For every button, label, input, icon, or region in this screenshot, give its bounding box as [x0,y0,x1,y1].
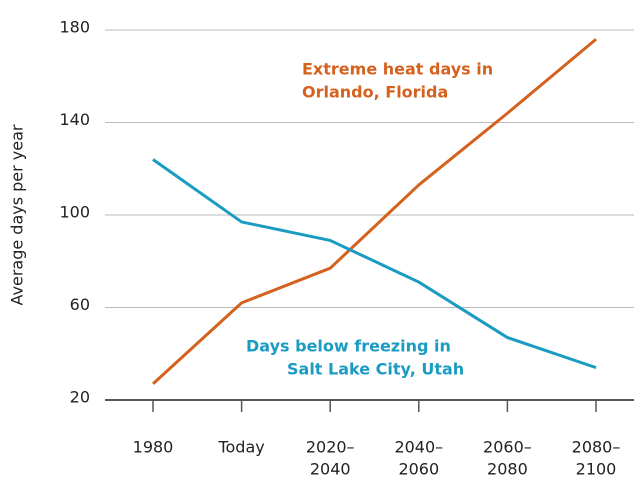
series-line [152,158,597,370]
x-tick-label: 2100 [576,460,617,479]
x-tick-label: 2040 [310,460,351,479]
y-axis-label: Average days per year [8,124,27,305]
x-tick-label: 2080 [487,460,528,479]
series-line [151,38,597,385]
y-tick-label: 20 [70,388,90,407]
series-annotation: Extreme heat days in [302,60,493,79]
y-tick-label: 100 [59,203,90,222]
series-annotation: Salt Lake City, Utah [287,360,464,379]
series-annotation: Orlando, Florida [302,83,448,102]
x-tick-label: 2040– [394,438,443,457]
x-tick-label: 1980 [133,438,174,457]
y-tick-label: 140 [59,110,90,129]
y-tick-label: 180 [59,18,90,37]
series-annotation: Days below freezing in [246,337,451,356]
y-tick-label: 60 [70,295,90,314]
x-tick-label: 2060– [483,438,532,457]
x-tick-label: 2080– [572,438,621,457]
x-tick-label: 2060 [398,460,439,479]
x-tick-label: Today [217,438,264,457]
x-tick-label: 2020– [306,438,355,457]
